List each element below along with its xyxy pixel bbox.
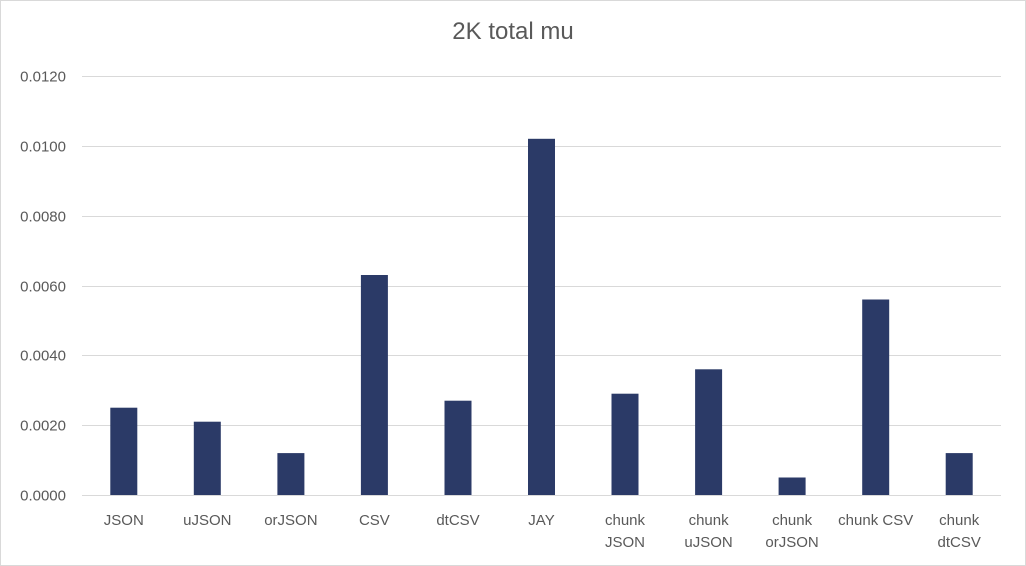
y-tick-label: 0.0020 xyxy=(20,418,66,435)
x-axis-category-labels: JSON uJSON orJSON CSV dtCSV JAY chunk JSON chunk… xyxy=(104,512,981,551)
x-category-label: JAY xyxy=(528,512,554,529)
bar xyxy=(778,477,806,495)
bars xyxy=(110,138,973,496)
x-category-label: uJSON xyxy=(183,512,231,529)
x-category-label: chunk JSON xyxy=(605,512,646,551)
y-tick-label: 0.0000 xyxy=(20,488,66,505)
x-category-label: dtCSV xyxy=(436,512,479,529)
x-category-label: JSON xyxy=(104,512,144,529)
x-category-label: chunk uJSON xyxy=(684,512,732,551)
y-tick-label: 0.0120 xyxy=(20,69,66,86)
y-tick-label: 0.0100 xyxy=(20,139,66,156)
bar xyxy=(862,299,890,495)
bar xyxy=(360,275,388,495)
y-tick-label: 0.0040 xyxy=(20,348,66,365)
bar xyxy=(110,407,138,495)
x-category-label: orJSON xyxy=(264,512,317,529)
bar xyxy=(444,400,472,495)
x-category-label: chunk orJSON xyxy=(765,512,818,551)
y-tick-label: 0.0060 xyxy=(20,279,66,296)
bar xyxy=(277,453,305,495)
y-axis-tick-labels: 0.0000 0.0020 0.0040 0.0060 0.0080 0.0100 0.01… xyxy=(20,69,66,505)
bar xyxy=(528,138,555,496)
x-category-label: chunk CSV xyxy=(838,512,913,529)
chart-title: 2K total mu xyxy=(452,18,574,45)
bar xyxy=(611,393,639,495)
bar xyxy=(695,369,723,495)
bar xyxy=(945,453,973,495)
x-category-label: chunk dtCSV xyxy=(938,512,981,551)
y-tick-label: 0.0080 xyxy=(20,209,66,226)
x-category-label: CSV xyxy=(359,512,390,529)
bar xyxy=(193,421,221,495)
